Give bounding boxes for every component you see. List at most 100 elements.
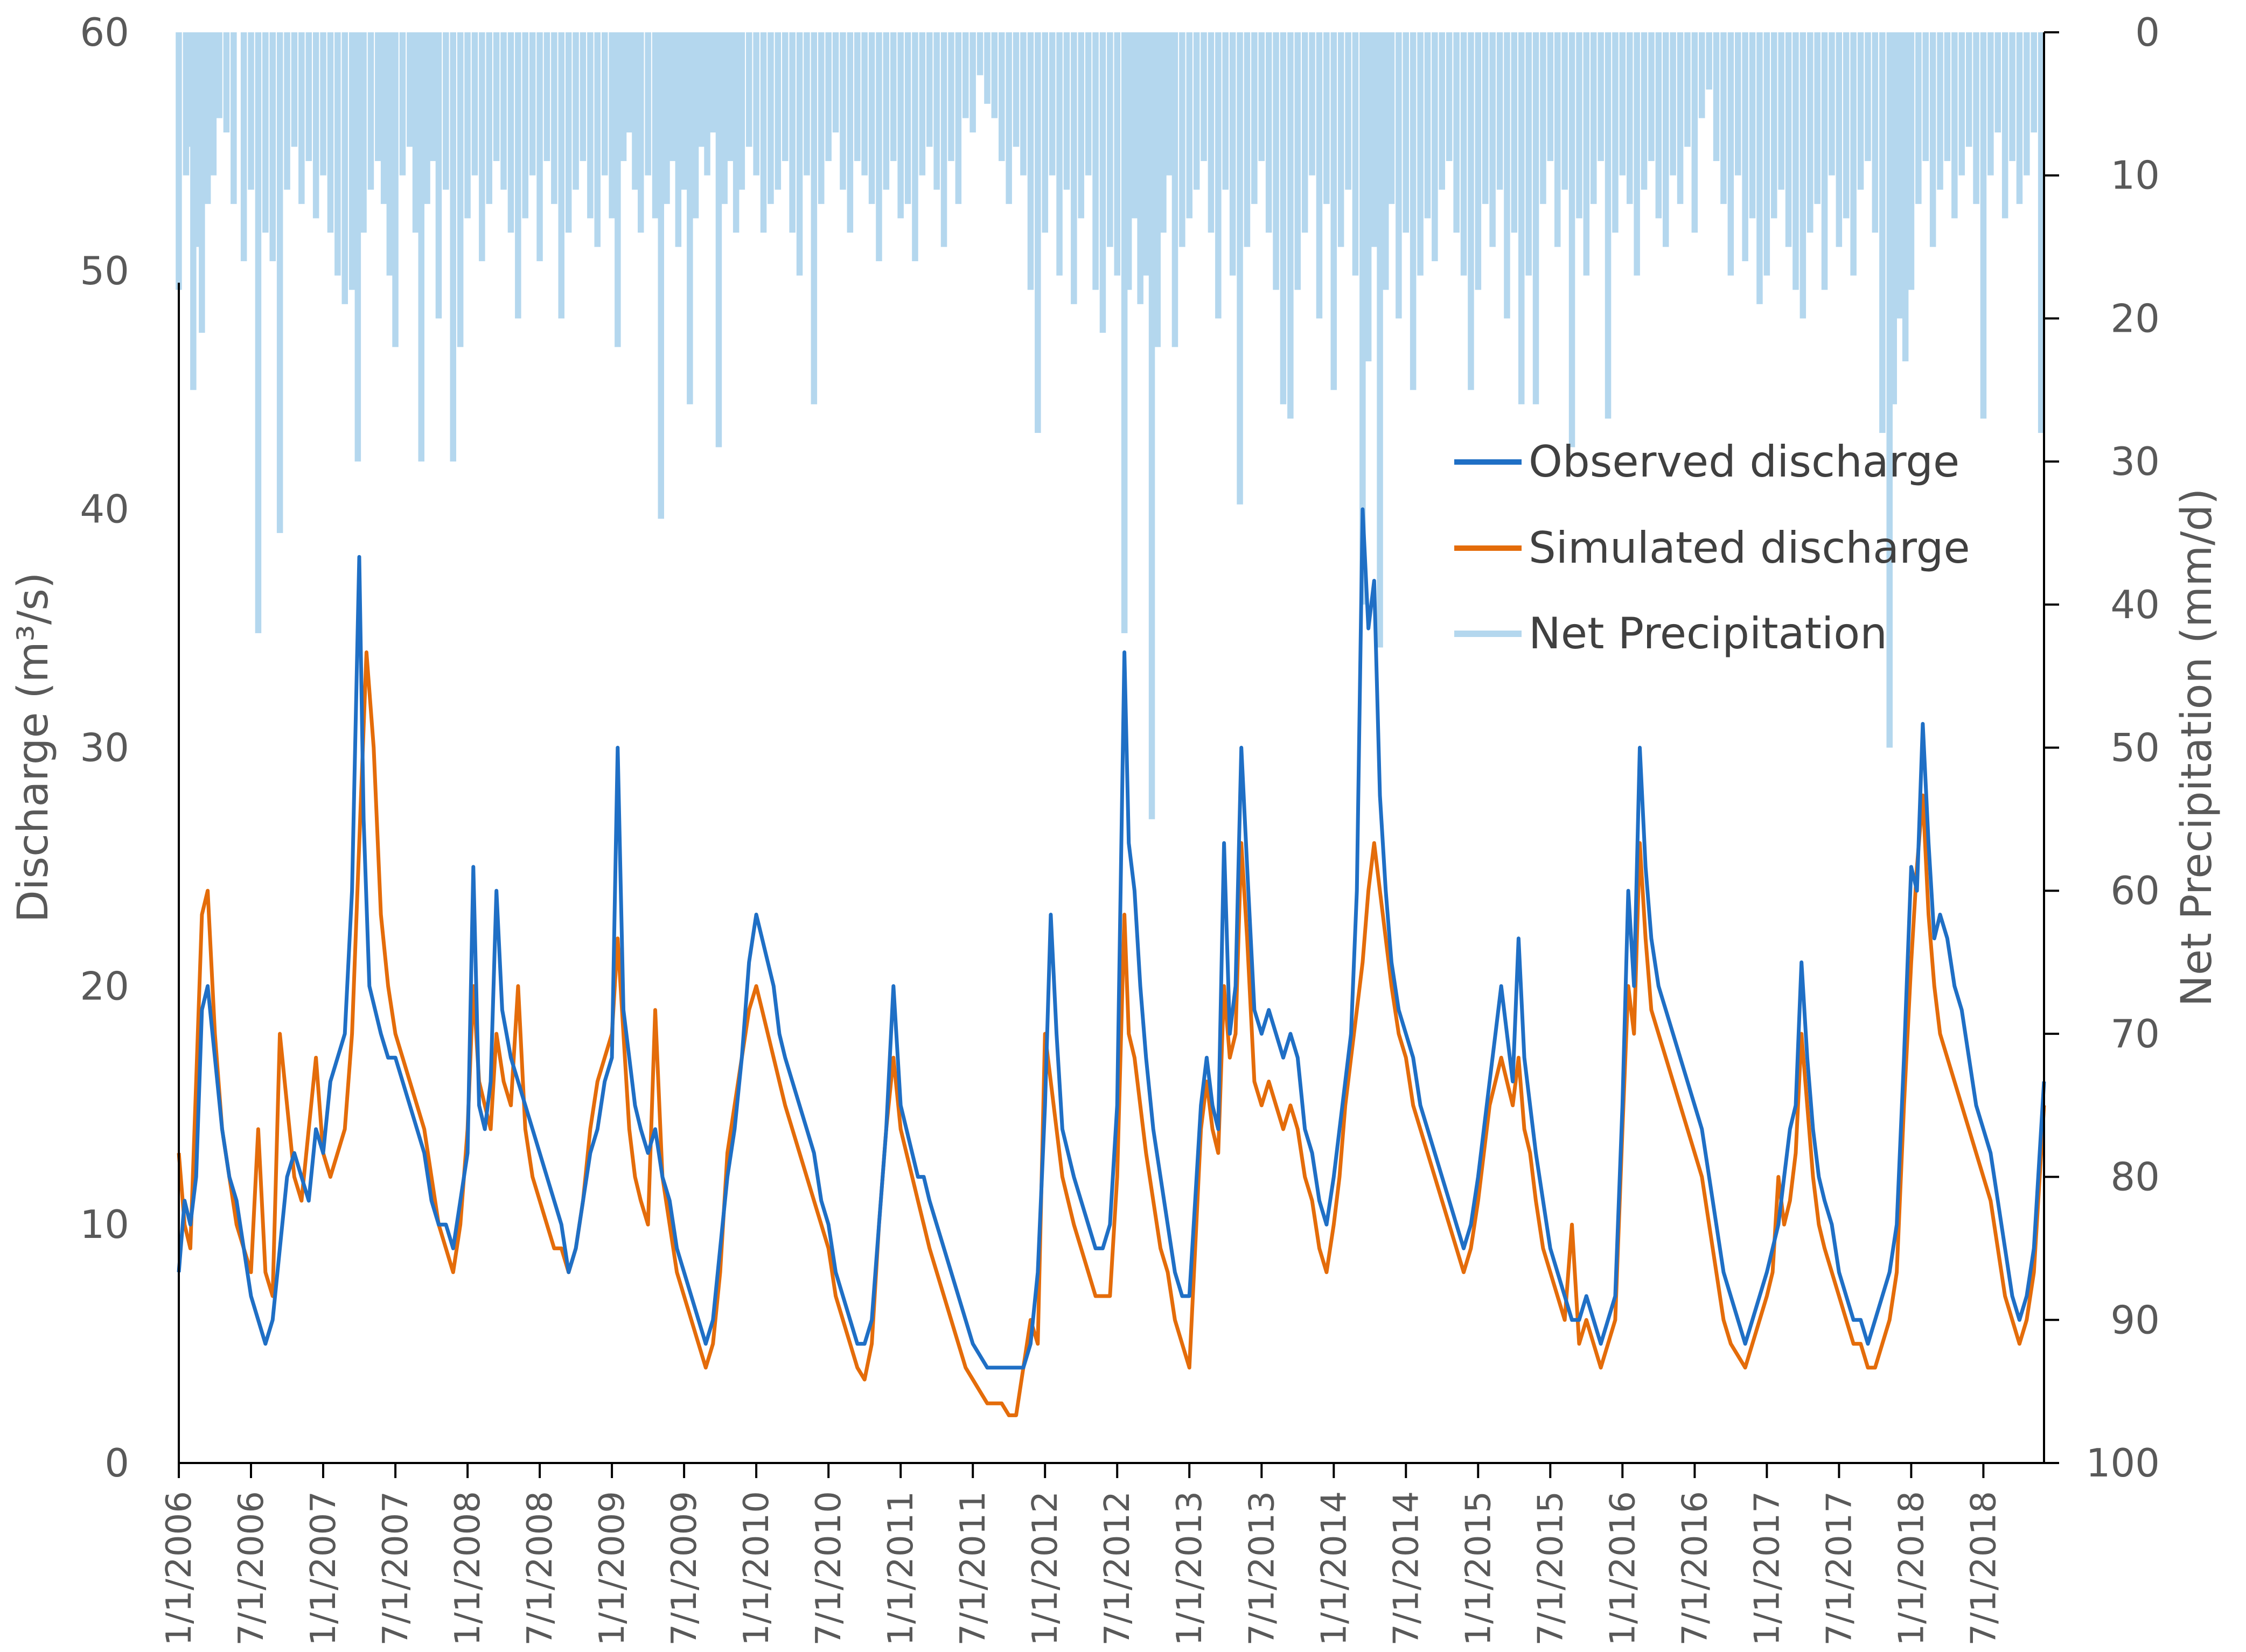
- precip-bar-177: [1377, 32, 1383, 648]
- precip-bar-82: [715, 32, 722, 447]
- precip-bar-193: [1489, 32, 1496, 247]
- precip-bar-192: [1482, 32, 1489, 204]
- precip-bar-110: [912, 32, 918, 262]
- left-tick-label-6: 60: [80, 10, 129, 55]
- right-tick-label-2: 20: [2110, 296, 2160, 341]
- precip-bar-153: [1208, 32, 1215, 233]
- precip-bar-0: [176, 32, 182, 290]
- precip-bar-69: [638, 32, 644, 233]
- precip-bar-48: [493, 32, 500, 162]
- precip-bar-161: [1265, 32, 1272, 233]
- precip-bar-1: [183, 32, 190, 176]
- precip-bar-33: [392, 32, 399, 347]
- precip-bar-121: [991, 32, 998, 118]
- precip-bar-122: [999, 32, 1005, 162]
- precip-bar-6: [204, 32, 211, 204]
- precip-bar-163: [1280, 32, 1287, 404]
- precip-bar-170: [1330, 32, 1337, 390]
- right-tick-label-1: 10: [2110, 153, 2160, 198]
- precip-bar-183: [1417, 32, 1424, 276]
- precip-bar-206: [1583, 32, 1590, 276]
- precip-bar-67: [626, 32, 632, 132]
- precip-bar-126: [1027, 32, 1034, 290]
- precip-bar-179: [1388, 32, 1395, 204]
- precip-bar-211: [1619, 32, 1626, 176]
- precip-bar-166: [1301, 32, 1308, 233]
- precip-bar-172: [1345, 32, 1351, 190]
- x-tick-label-11: 7/1/2011: [953, 1491, 993, 1646]
- x-axis-ticks: 1/1/2006 7/1/2006 1/1/2007 7/1/2007 1/1/2008…: [159, 1463, 2004, 1646]
- precip-bar-227: [1735, 32, 1741, 176]
- precip-bar-255: [1929, 32, 1936, 247]
- precip-bar-3: [190, 32, 197, 390]
- precip-bar-10: [231, 32, 237, 204]
- x-tick-label-0: 1/1/2006: [159, 1491, 199, 1646]
- precip-bar-55: [543, 32, 550, 162]
- precip-bar-214: [1641, 32, 1648, 190]
- precip-bar-196: [1511, 32, 1518, 233]
- precip-bar-99: [832, 32, 839, 132]
- precip-bar-251: [1902, 32, 1909, 362]
- precip-bar-36: [412, 32, 419, 233]
- precip-bar-59: [573, 32, 579, 190]
- precip-bar-81: [710, 32, 716, 132]
- precip-bar-62: [594, 32, 601, 247]
- precip-bar-253: [1915, 32, 1922, 204]
- left-axis-title: Discharge (m³/s): [9, 572, 58, 923]
- precip-bar-100: [840, 32, 846, 190]
- precip-bar-154: [1215, 32, 1222, 319]
- left-tick-label-5: 50: [80, 248, 129, 293]
- precip-bar-187: [1446, 32, 1453, 162]
- precip-bar-142: [1137, 32, 1143, 304]
- precip-bar-210: [1612, 32, 1619, 233]
- precip-bar-123: [1006, 32, 1012, 204]
- precip-bar-152: [1201, 32, 1207, 162]
- precip-bar-119: [976, 32, 984, 75]
- precip-bar-7: [210, 32, 217, 176]
- precip-bar-35: [407, 32, 413, 147]
- precip-bar-111: [919, 32, 926, 176]
- precip-bar-148: [1171, 32, 1178, 347]
- precip-bar-74: [669, 32, 676, 162]
- precip-bar-113: [933, 32, 940, 190]
- x-tick-label-22: 1/1/2017: [1747, 1491, 1787, 1646]
- precip-bar-83: [721, 32, 728, 204]
- right-tick-label-6: 60: [2110, 868, 2160, 913]
- precip-bar-181: [1403, 32, 1409, 233]
- x-tick-label-14: 1/1/2013: [1170, 1491, 1210, 1646]
- precip-bar-54: [536, 32, 543, 262]
- precip-bar-198: [1525, 32, 1532, 276]
- x-tick-label-25: 7/1/2018: [1964, 1491, 2004, 1646]
- precip-bar-242: [1843, 32, 1850, 219]
- precip-bar-51: [515, 32, 521, 319]
- precip-bar-195: [1504, 32, 1510, 319]
- precip-bar-135: [1092, 32, 1099, 290]
- precip-bar-215: [1648, 32, 1655, 162]
- right-tick-label-4: 40: [2110, 582, 2160, 627]
- precip-bar-156: [1229, 32, 1236, 276]
- precip-bar-52: [522, 32, 528, 219]
- precip-bar-240: [1829, 32, 1835, 176]
- precip-bar-265: [2001, 32, 2008, 219]
- precip-bar-219: [1677, 32, 1684, 204]
- precip-bar-16: [276, 32, 283, 533]
- x-tick-label-2: 1/1/2007: [304, 1491, 344, 1646]
- precip-bar-176: [1371, 32, 1378, 247]
- right-tick-label-10: 100: [2086, 1440, 2160, 1486]
- precip-bar-108: [897, 32, 904, 219]
- right-tick-label-9: 90: [2110, 1297, 2160, 1342]
- precip-bar-97: [818, 32, 825, 204]
- precip-bar-86: [738, 32, 745, 190]
- legend: Observed discharge Simulated discharge N…: [1454, 437, 1970, 659]
- precip-bar-268: [2024, 32, 2030, 176]
- precip-bar-162: [1273, 32, 1279, 290]
- x-tick-label-10: 1/1/2011: [881, 1491, 921, 1646]
- precip-bar-49: [500, 32, 507, 190]
- precip-bar-75: [675, 32, 682, 247]
- left-tick-label-3: 30: [80, 725, 129, 771]
- precip-bar-184: [1424, 32, 1431, 219]
- precip-bar-68: [632, 32, 638, 190]
- precip-bar-155: [1222, 32, 1229, 190]
- precip-bar-236: [1799, 32, 1806, 319]
- precip-bar-98: [825, 32, 832, 162]
